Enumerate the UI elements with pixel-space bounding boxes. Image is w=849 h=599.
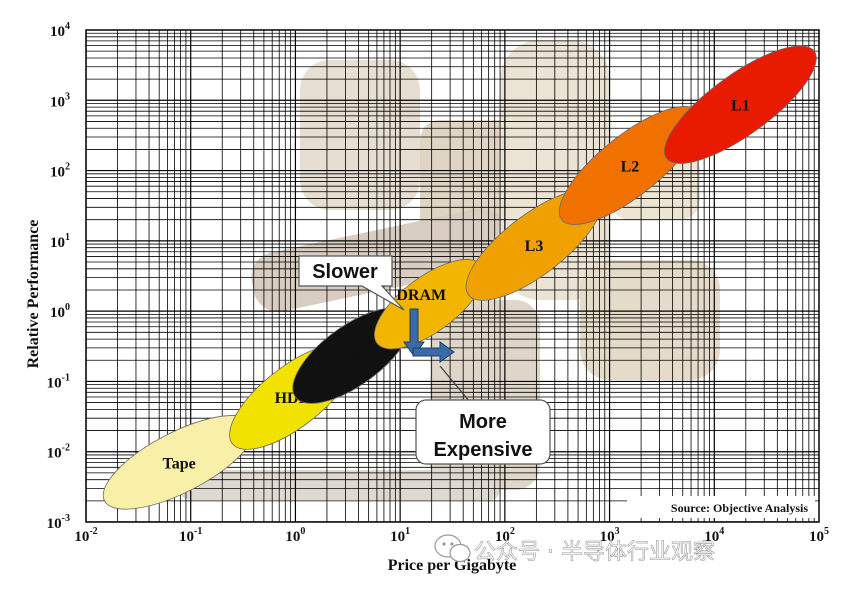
plot-frame <box>85 29 820 523</box>
x-tick-label: 103 <box>600 526 620 545</box>
callout-slower: Slower <box>298 255 405 311</box>
callout-more-expensive-box <box>415 399 551 465</box>
region-l2-label: L2 <box>621 158 640 175</box>
watermark: 公众号 · 半导体行业观察 <box>434 534 715 565</box>
right-arrow-icon <box>412 341 455 363</box>
region-l2: L2 <box>558 105 701 225</box>
region-dram-label: DRAM <box>396 287 446 304</box>
x-tick-label: 10-2 <box>74 526 97 545</box>
callout-slower-box <box>298 255 405 311</box>
watermark-text: 公众号 · 半导体行业观察 <box>474 540 715 565</box>
region-l1-label: L1 <box>731 98 750 115</box>
callout-line-1: More <box>459 411 507 433</box>
x-axis-label: Price per Gigabyte <box>388 557 517 574</box>
y-tick-label: 100 <box>50 302 70 321</box>
x-tick-label: 10-1 <box>179 526 202 545</box>
callout-pointer <box>439 365 471 403</box>
y-tick-label: 101 <box>50 232 70 251</box>
callout-slower-text: Slower <box>312 261 378 283</box>
y-tick-label: 103 <box>50 91 70 110</box>
direction-arrows <box>403 308 455 363</box>
y-tick-label: 10-1 <box>47 372 70 391</box>
region-ssd-label: SSD <box>337 349 366 366</box>
y-tick-label: 104 <box>50 21 70 40</box>
x-tick-label: 102 <box>495 526 515 545</box>
wechat-icon <box>434 534 471 563</box>
callout-more-expensive: More Expensive <box>415 365 551 465</box>
region-l1: L1 <box>664 45 817 164</box>
x-tick-label: 104 <box>704 526 724 545</box>
source-text: Source: Objective Analysis <box>671 501 808 515</box>
y-axis-label: Relative Performance <box>25 220 42 369</box>
region-l1-ellipse <box>664 45 817 164</box>
source-note: Source: Objective Analysis <box>627 496 815 518</box>
callout-line-2: Expensive <box>434 439 533 461</box>
region-tape-label: Tape <box>162 455 195 472</box>
tick-labels: 10-2 10-1 100 101 102 103 104 10510-310-210-110… <box>47 21 829 545</box>
region-l3-label: L3 <box>525 238 544 255</box>
region-tape: Tape <box>102 415 256 510</box>
y-tick-label: 10-3 <box>47 513 70 532</box>
x-tick-label: 100 <box>285 526 305 545</box>
source-box <box>627 496 815 518</box>
y-tick-label: 102 <box>50 162 70 181</box>
x-tick-label: 101 <box>390 526 410 545</box>
y-tick-label: 10-2 <box>47 443 70 462</box>
x-tick-label: 105 <box>809 526 829 545</box>
